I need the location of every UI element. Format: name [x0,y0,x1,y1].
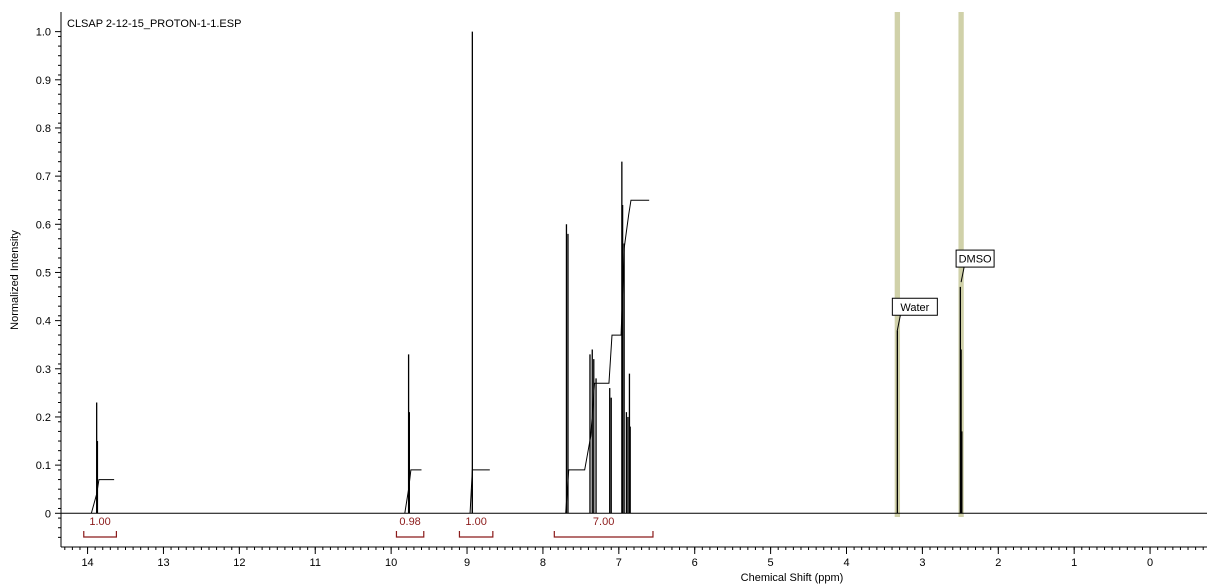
solvent-band [894,12,901,517]
x-tick-label: 9 [464,557,470,569]
y-tick-label: 0.1 [36,460,51,472]
x-tick-label: 0 [1147,557,1153,569]
integral-bracket [83,531,118,538]
y-axis-label: Normalized Intensity [9,230,21,330]
integral-curve [469,469,490,514]
integral-value: 7.00 [593,516,614,528]
x-tick-label: 8 [540,557,546,569]
y-tick-label: 0.6 [36,219,51,231]
x-tick-label: 2 [995,557,1001,569]
integral-curve [90,479,115,514]
x-tick-label: 5 [768,557,774,569]
callout-leader [960,266,965,283]
y-tick-label: 0.5 [36,267,51,279]
y-tick-label: 0.3 [36,364,51,376]
integral-value: 0.98 [399,516,420,528]
x-axis-label: Chemical Shift (ppm) [741,572,844,584]
callout-box [891,297,938,316]
integral-value: 1.00 [89,516,110,528]
integral-curves [90,199,650,514]
x-tick-label: 1 [1071,557,1077,569]
x-tick-label: 12 [233,557,245,569]
y-tick-label: 0.9 [36,75,51,87]
callout-label: DMSO [959,254,992,266]
x-tick-label: 3 [919,557,925,569]
y-tick-label: 0.4 [36,316,51,328]
integral-bracket [395,531,425,538]
y-tick-label: 0 [45,508,51,520]
x-tick-label: 7 [616,557,622,569]
y-tick-label: 0.8 [36,123,51,135]
x-tick-label: 6 [692,557,698,569]
x-tick-label: 13 [157,557,169,569]
y-tick-label: 1.0 [36,27,51,39]
integral-curve [404,469,422,514]
y-tick-label: 0.2 [36,412,51,424]
integral-markers: 1.00 0.98 1.00 7.00 [83,516,654,538]
peak-annotations: Water DMSO [891,249,995,331]
x-tick-label: 14 [81,557,93,569]
integral-value: 1.00 [465,516,486,528]
chart-title: CLSAP 2-12-15_PROTON-1-1.ESP [67,18,241,30]
callout-label: Water [900,302,929,314]
integral-bracket [553,531,654,538]
axes: 00.10.20.30.40.50.60.70.80.91.014 13 12 11 1… [36,12,1207,569]
y-tick-label: 0.7 [36,171,51,183]
callout-leader [896,315,901,331]
x-tick-label: 4 [843,557,849,569]
solvent-highlight-bands [894,12,964,517]
integral-bracket [458,531,494,538]
callout-box [955,249,995,268]
x-tick-label: 10 [385,557,397,569]
x-tick-label: 11 [310,557,321,569]
spectrum-trace [61,31,1207,514]
integral-curve [565,199,650,514]
